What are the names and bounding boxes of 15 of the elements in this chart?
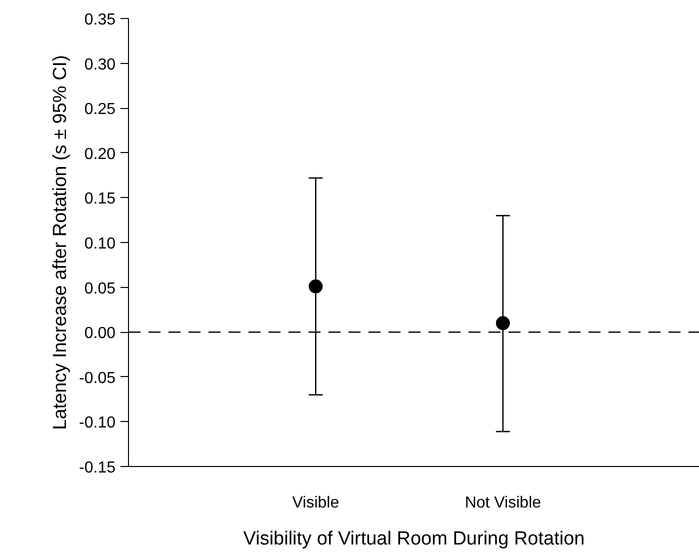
- y-tick-label: -0.10: [79, 414, 116, 432]
- y-tick-label: 0.25: [84, 101, 116, 118]
- x-tick-label: Not Visible: [464, 494, 542, 512]
- y-tick-label: 0.15: [84, 190, 116, 208]
- y-tick-label: -0.05: [79, 370, 116, 387]
- y-tick-label: 0.10: [84, 236, 116, 252]
- y-axis-title: Latency Increase after Rotation (s ± 95% CI): [50, 55, 72, 430]
- y-tick-label: 0.00: [84, 325, 116, 342]
- y-tick-label: 0.30: [84, 56, 116, 74]
- x-tick-label: Visible: [292, 494, 340, 512]
- x-axis-title: Visibility of Virtual Room During Rotation: [243, 528, 585, 550]
- y-tick-label: 0.05: [84, 280, 116, 298]
- y-tick-label: -0.15: [79, 460, 116, 476]
- y-tick-label: 0.20: [84, 146, 116, 163]
- y-tick-label: 0.35: [84, 12, 116, 28]
